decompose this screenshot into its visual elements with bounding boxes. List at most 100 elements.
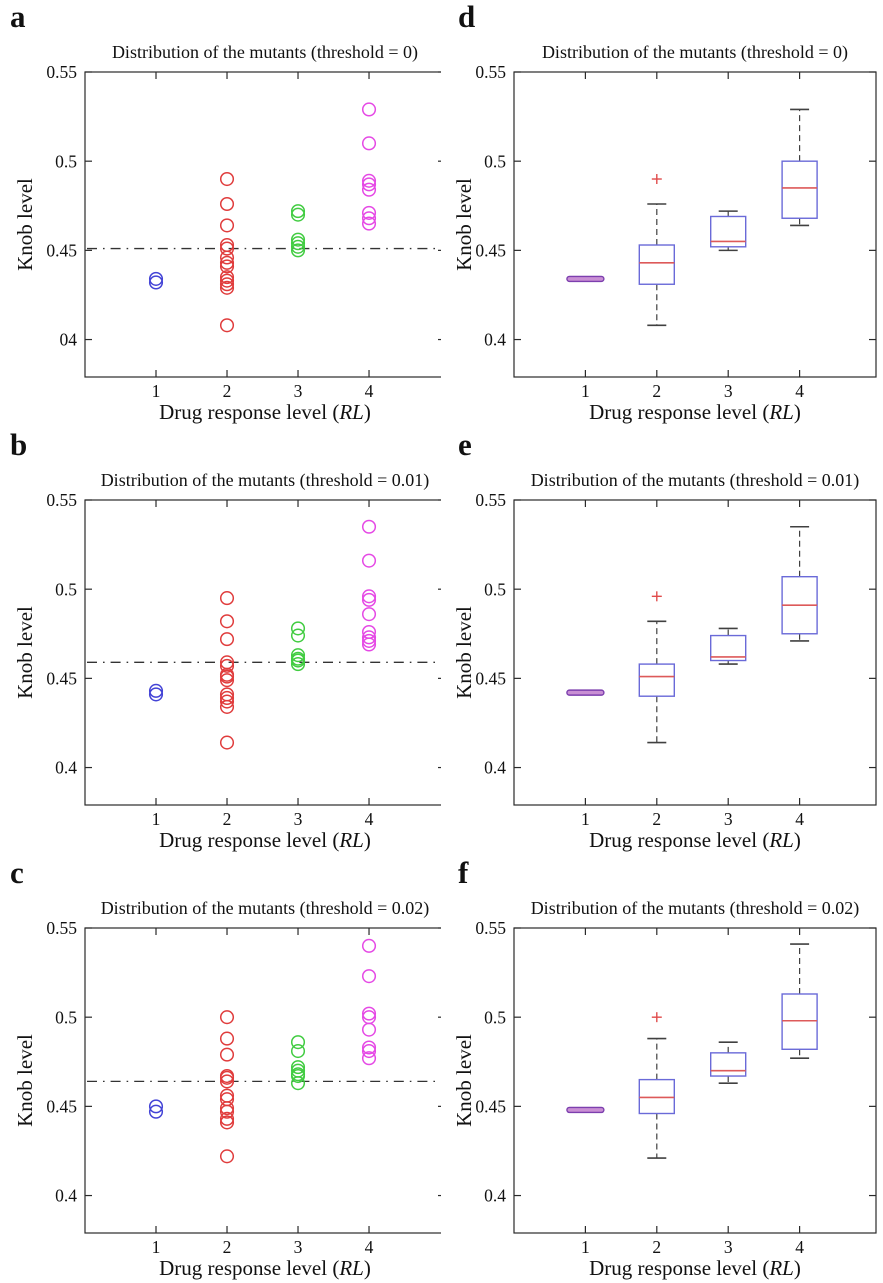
panel-letter-a: a — [10, 0, 26, 34]
scatter-point-rl3 — [290, 1076, 306, 1091]
scatter-point-rl2 — [219, 273, 235, 288]
x-tick-label: 3 — [294, 809, 303, 829]
scatter-point-rl4 — [361, 1022, 377, 1037]
scatter-point-rl4 — [361, 216, 377, 231]
x-tick-label: 2 — [652, 809, 661, 829]
scatter-point-rl3 — [290, 236, 306, 251]
x-axis-label: Drug response level (RL) — [589, 828, 801, 852]
scatter-point-rl4 — [361, 102, 377, 117]
scatter-point-rl2 — [219, 250, 235, 265]
y-tick-label: 0.4 — [484, 330, 506, 350]
x-tick-label: 4 — [795, 381, 804, 401]
plot-frame — [513, 499, 877, 806]
scatter-point-rl2 — [219, 694, 235, 709]
panel-a: a Distribution of the mutants (threshold… — [0, 0, 441, 428]
scatter-point-rl2 — [219, 1047, 235, 1062]
box-flat-rl1 — [566, 1106, 605, 1114]
y-tick-label: 0.4 — [55, 1186, 77, 1206]
x-tick-label: 2 — [652, 1237, 661, 1257]
scatter-point-rl1 — [148, 1099, 164, 1114]
panel-c: c Distribution of the mutants (threshold… — [0, 856, 441, 1283]
panel-letter-e: e — [458, 428, 472, 462]
y-tick-label: 0.4 — [55, 758, 77, 778]
x-tick-label: 1 — [581, 381, 590, 401]
scatter-point-rl4 — [361, 136, 377, 151]
y-tick-label: 0.45 — [475, 1096, 506, 1116]
scatter-point-rl4 — [361, 553, 377, 568]
x-axis-label: Drug response level (RL) — [589, 1256, 801, 1280]
scatter-point-rl3 — [290, 628, 306, 643]
panel-letter-d: d — [458, 0, 476, 34]
x-tick-label: 3 — [294, 1237, 303, 1257]
scatter-point-rl2 — [219, 280, 235, 295]
y-axis-label: Knob level — [13, 1034, 37, 1127]
scatter-point-rl3 — [290, 657, 306, 672]
scatter-point-rl2 — [219, 1031, 235, 1046]
scatter-point-rl3 — [290, 653, 306, 668]
scatter-point-rl2 — [219, 690, 235, 706]
scatter-point-rl2 — [219, 699, 235, 714]
plot-frame — [84, 927, 441, 1234]
x-tick-label: 4 — [365, 809, 374, 829]
x-axis-label: Drug response level (RL) — [159, 828, 371, 852]
scatter-point-rl3 — [290, 243, 306, 258]
y-tick-label: 0.55 — [475, 918, 506, 938]
y-tick-label: 0.4 — [484, 758, 506, 778]
scatter-point-rl4 — [361, 1006, 377, 1021]
y-tick-label: 0.5 — [484, 1007, 506, 1027]
box-iqr — [710, 1052, 747, 1077]
box-iqr — [638, 244, 676, 285]
plot-title: Distribution of the mutants (threshold =… — [531, 470, 860, 491]
scatter-point-rl2 — [219, 255, 235, 270]
box-iqr — [710, 215, 747, 248]
y-tick-label: 0.55 — [46, 490, 77, 510]
panel-d: d Distribution of the mutants (threshold… — [441, 0, 883, 428]
y-tick-label: 0.45 — [46, 668, 77, 688]
scatter-point-rl2 — [219, 241, 235, 256]
scatter-point-rl4 — [361, 177, 377, 192]
x-axis-label: Drug response level (RL) — [159, 400, 371, 424]
y-tick-label: 04 — [60, 330, 78, 350]
scatter-point-rl3 — [290, 621, 306, 636]
scatter-point-rl3 — [290, 232, 306, 247]
scatter-point-rl1 — [148, 1104, 164, 1119]
scatter-point-rl4 — [361, 173, 377, 188]
scatter-point-rl2 — [219, 1115, 235, 1130]
y-axis-label: Knob level — [13, 606, 37, 699]
y-tick-label: 0.45 — [475, 668, 506, 688]
scatter-point-rl3 — [290, 1068, 306, 1084]
x-tick-label: 4 — [795, 1237, 804, 1257]
scatter-point-rl2 — [219, 218, 235, 233]
scatter-point-rl2 — [219, 196, 235, 212]
scatter-point-rl2 — [219, 277, 235, 292]
scatter-point-rl2 — [219, 673, 235, 688]
y-tick-label: 0.5 — [55, 151, 77, 171]
scatter-point-rl4 — [361, 205, 377, 220]
scatter-point-rl1 — [148, 683, 164, 698]
scatter-point-rl2 — [219, 1010, 235, 1025]
x-tick-label: 1 — [581, 809, 590, 829]
x-axis-label: Drug response level (RL) — [589, 400, 801, 424]
box-iqr — [710, 634, 747, 662]
scatter-point-rl2 — [219, 270, 235, 285]
y-tick-label: 0.55 — [46, 918, 77, 938]
scatter-plot-threshold-0.02: Distribution of the mutants (threshold =… — [13, 898, 441, 1280]
plot-frame — [84, 71, 441, 378]
scatter-point-rl2 — [219, 614, 235, 629]
plot-title: Distribution of the mutants (threshold =… — [542, 42, 848, 63]
x-tick-label: 2 — [223, 381, 232, 401]
box-iqr — [638, 1078, 676, 1115]
scatter-point-rl4 — [361, 633, 377, 648]
scatter-point-rl2 — [219, 259, 235, 274]
box-iqr — [638, 663, 676, 697]
y-tick-label: 0.55 — [475, 490, 506, 510]
scatter-point-rl3 — [290, 207, 306, 222]
scatter-point-rl4 — [361, 1044, 377, 1059]
scatter-point-rl3 — [290, 1035, 306, 1050]
scatter-point-rl2 — [219, 1070, 235, 1085]
scatter-point-rl1 — [148, 687, 164, 702]
scatter-point-rl3 — [290, 648, 306, 663]
box-iqr — [781, 160, 818, 219]
panel-letter-f: f — [458, 856, 469, 890]
scatter-point-rl4 — [361, 969, 377, 984]
